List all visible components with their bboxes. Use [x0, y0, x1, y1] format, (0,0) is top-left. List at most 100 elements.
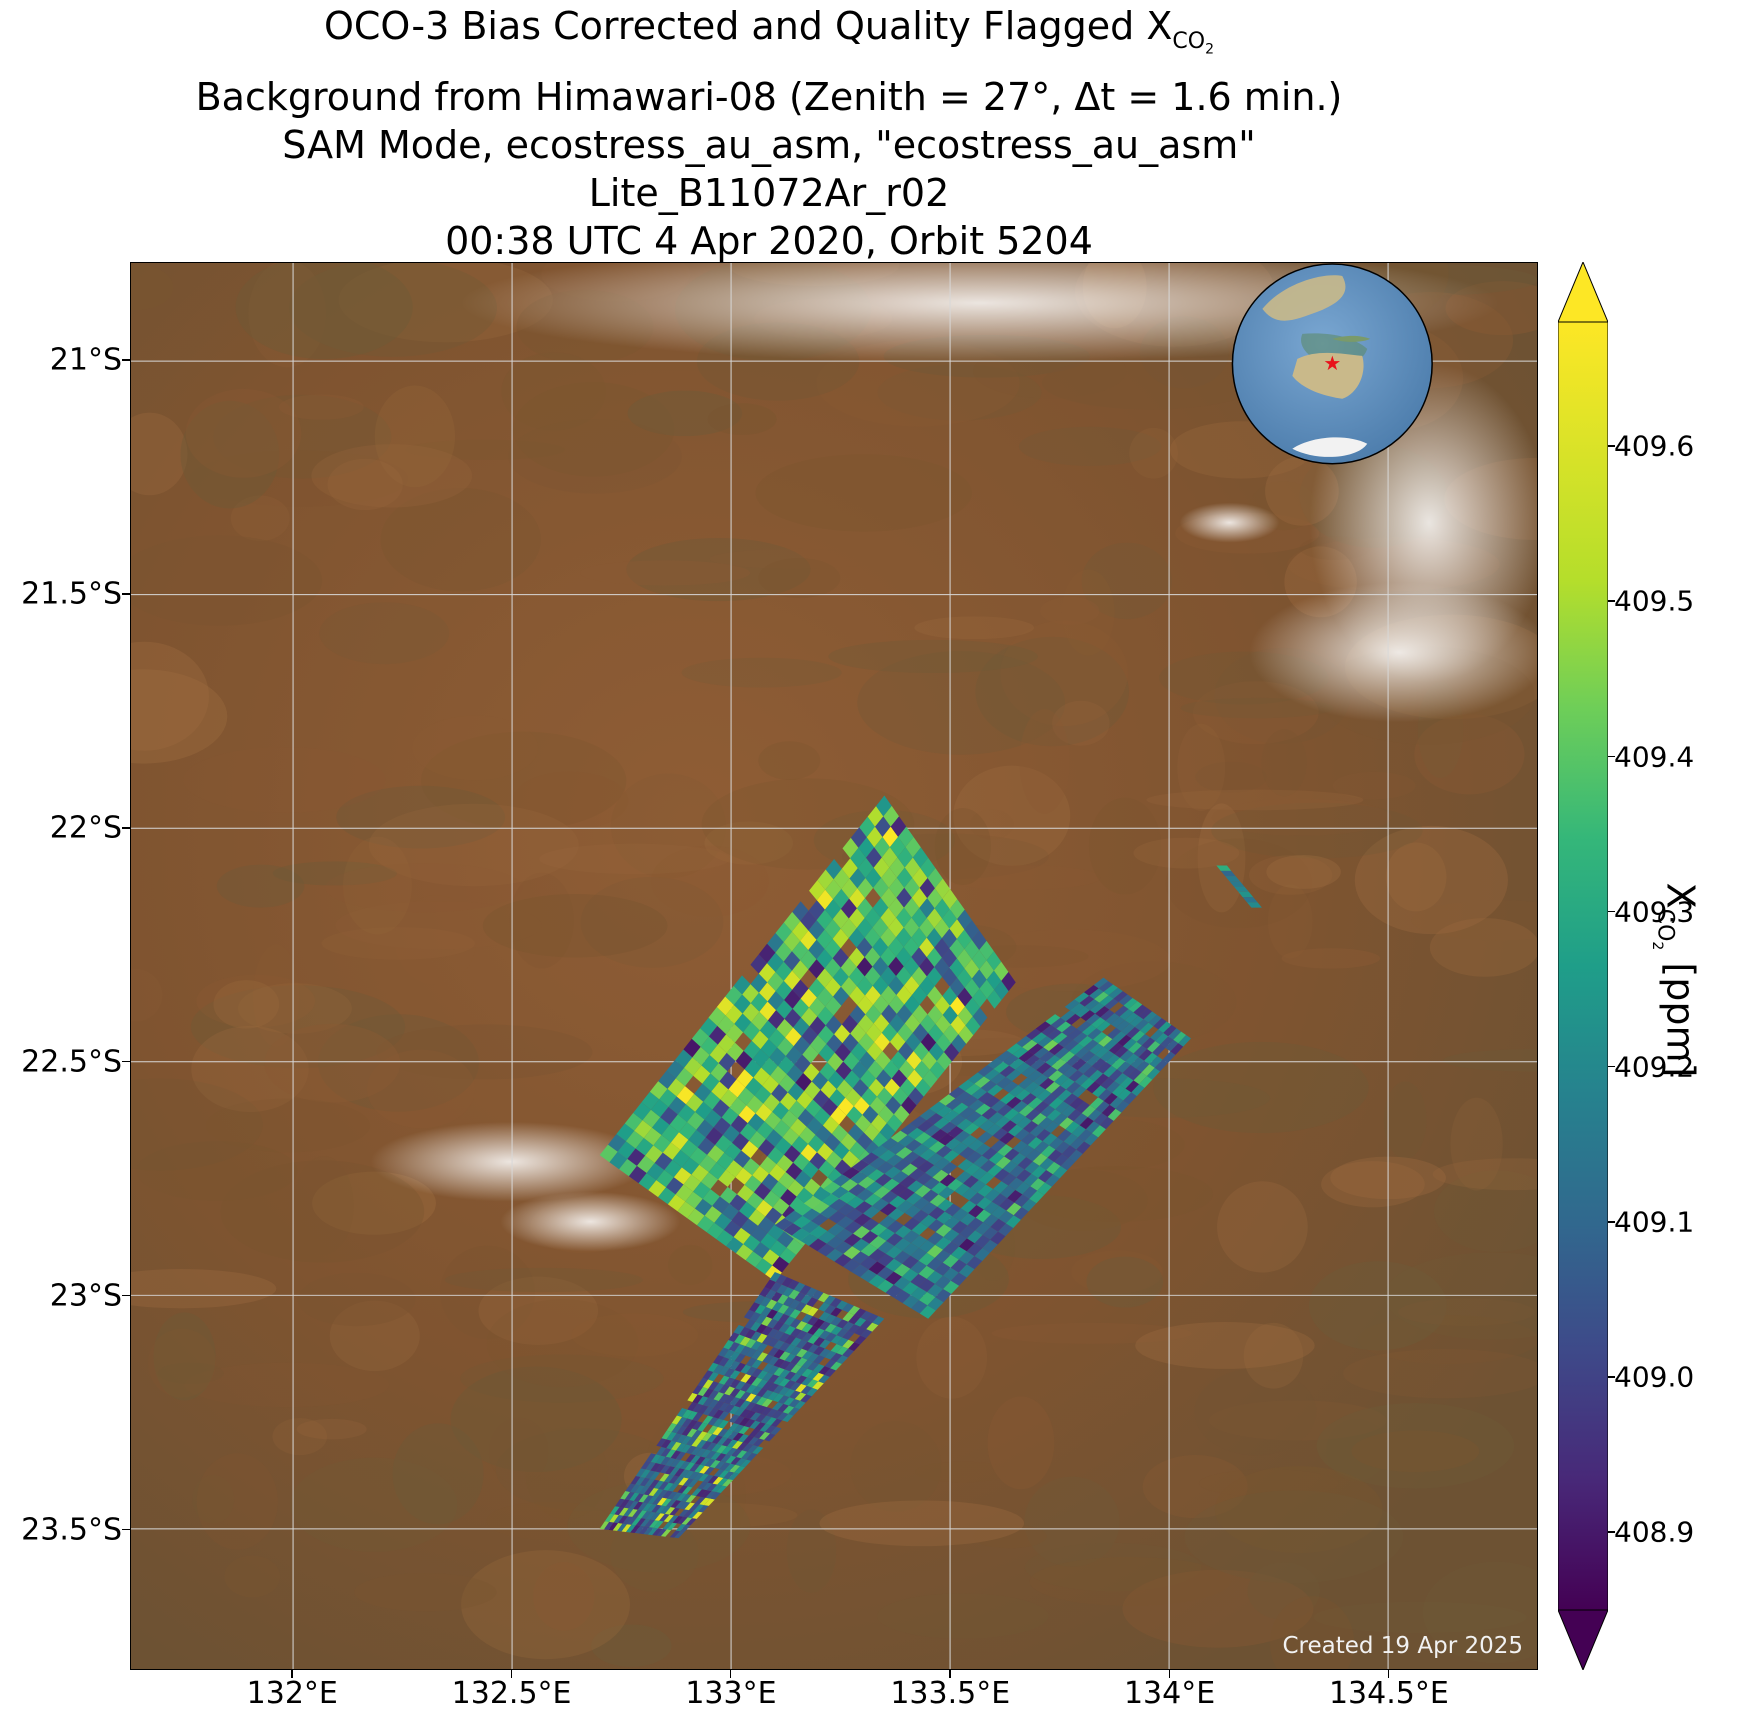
sounding-cell — [943, 1109, 960, 1122]
sounding-cell — [636, 1155, 655, 1174]
sounding-cell — [729, 1464, 741, 1473]
sounding-cell — [784, 1008, 802, 1028]
sounding-cell — [987, 1084, 1003, 1097]
sounding-cell — [882, 826, 899, 848]
sounding-cell — [782, 1287, 794, 1297]
sounding-cell — [599, 1144, 618, 1163]
sounding-cell — [842, 1033, 859, 1052]
sounding-cell — [1077, 1129, 1093, 1142]
sounding-cell — [881, 1004, 897, 1024]
terrain-patch — [1326, 1418, 1387, 1481]
sounding-cell — [1060, 1051, 1076, 1063]
sounding-cell — [865, 1004, 882, 1024]
sounding-cell — [896, 907, 912, 928]
sounding-cell — [824, 958, 841, 978]
sounding-cell — [666, 1522, 678, 1530]
sounding-cell — [765, 1417, 777, 1426]
sounding-cell — [841, 858, 858, 879]
sounding-cell — [702, 1370, 714, 1380]
sounding-cell — [790, 1355, 802, 1365]
sounding-cell — [993, 961, 1009, 981]
sounding-cell — [1015, 1062, 1031, 1074]
sounding-cell — [761, 1173, 779, 1191]
sounding-cell — [941, 928, 957, 949]
sounding-cell — [650, 1099, 669, 1118]
sounding-cell — [937, 1198, 954, 1212]
sounding-cell — [730, 1457, 742, 1465]
sounding-cell — [923, 1177, 940, 1190]
terrain-patch — [1243, 1322, 1304, 1389]
sounding-cell — [749, 1312, 761, 1322]
sounding-cell — [608, 1134, 626, 1152]
longitude-tick-label: 132.5°E — [451, 1676, 572, 1711]
sounding-cell — [785, 1027, 802, 1047]
sounding-cell — [1119, 1008, 1134, 1021]
terrain-patch — [850, 1420, 942, 1512]
sounding-cell — [697, 1387, 709, 1397]
sounding-cell — [999, 1198, 1015, 1211]
terrain-patch — [1358, 1315, 1537, 1364]
sounding-cell — [753, 1438, 765, 1447]
sounding-cell — [713, 1391, 725, 1401]
sounding-cell — [712, 1427, 724, 1436]
sounding-cell — [739, 1201, 757, 1219]
sounding-cell — [694, 1464, 705, 1473]
sounding-cell — [934, 995, 951, 1015]
sounding-cell — [835, 1061, 852, 1080]
sounding-cell — [804, 1081, 821, 1100]
sounding-cell — [706, 1434, 718, 1443]
sounding-cell — [943, 1228, 960, 1242]
sounding-cell — [756, 1379, 768, 1389]
sounding-cell — [685, 1445, 697, 1455]
plot-title: OCO-3 Bias Corrected and Quality Flagged… — [130, 0, 1408, 265]
sounding-cell — [824, 977, 841, 997]
swath-small-northeast-strip — [1216, 865, 1262, 908]
sounding-cell — [867, 1060, 884, 1079]
map-panel[interactable]: ★ Created 19 Apr 2025 — [130, 262, 1538, 1670]
sounding-cell — [737, 1087, 755, 1106]
sounding-cell — [911, 887, 928, 908]
terrain-patch — [1081, 542, 1172, 620]
sounding-cell — [675, 1067, 694, 1087]
sounding-cell — [691, 1429, 703, 1439]
sounding-cell — [888, 995, 905, 1014]
terrain-patch — [190, 985, 406, 1069]
sounding-cell — [718, 1393, 730, 1403]
sounding-cell — [771, 1084, 788, 1103]
sounding-cell — [705, 1491, 717, 1499]
sounding-cell — [711, 1484, 723, 1493]
terrain-patch — [253, 944, 300, 1047]
sounding-cell — [775, 1274, 788, 1285]
sounding-cell — [619, 1158, 637, 1177]
sounding-cell — [764, 1111, 782, 1130]
sounding-cell — [708, 1025, 727, 1045]
sounding-cell — [935, 1224, 952, 1237]
sounding-cell — [899, 1060, 915, 1079]
sounding-cell — [671, 1441, 682, 1451]
sounding-cell — [653, 1488, 664, 1497]
sounding-cell — [748, 1437, 760, 1446]
sounding-cell — [983, 1201, 1000, 1215]
terrain-patch — [196, 1453, 278, 1550]
sounding-cell — [1083, 1066, 1098, 1078]
sounding-cell — [1009, 1085, 1025, 1097]
sounding-cell — [759, 1020, 777, 1039]
terrain-patch — [342, 836, 412, 935]
sounding-cell — [860, 1069, 877, 1088]
sounding-cell — [724, 1386, 736, 1396]
sounding-cell — [864, 907, 881, 928]
sounding-cell — [776, 1154, 794, 1172]
sounding-cell — [628, 1500, 639, 1510]
sounding-cell — [716, 996, 734, 1016]
sounding-cell — [679, 1461, 691, 1470]
sounding-cell — [834, 1024, 851, 1044]
sounding-cell — [848, 928, 865, 948]
sounding-cell — [881, 1190, 899, 1204]
sounding-cell — [865, 867, 882, 888]
sounding-cell — [1078, 1035, 1093, 1048]
sounding-cell — [873, 1186, 891, 1199]
sounding-cell — [1119, 1049, 1134, 1062]
sounding-cell — [863, 1205, 881, 1219]
terrain-patch — [192, 1474, 235, 1524]
sounding-cell — [1107, 1108, 1122, 1121]
